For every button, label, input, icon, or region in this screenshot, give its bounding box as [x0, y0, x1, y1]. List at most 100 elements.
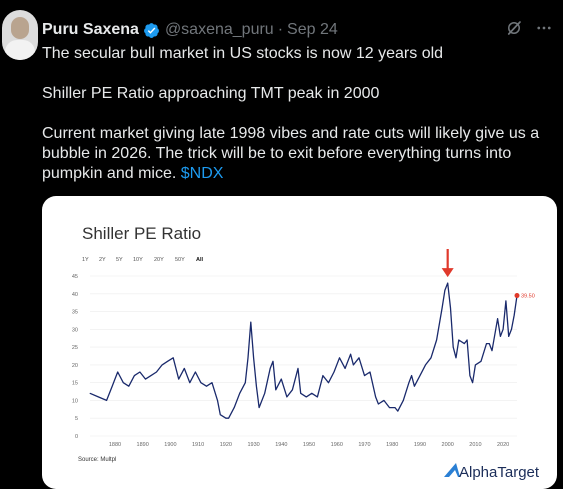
- x-tick-label: 2020: [497, 442, 509, 448]
- data-point: [394, 407, 396, 408]
- x-tick-label: 2010: [469, 442, 481, 448]
- data-point: [402, 400, 404, 401]
- data-point: [275, 389, 277, 391]
- data-point: [441, 307, 443, 309]
- data-point: [167, 360, 169, 362]
- range-button-10y[interactable]: 10Y: [133, 257, 143, 263]
- y-ticks: 0 5 10 15 20 25 30 35 40 45: [72, 274, 78, 440]
- data-point: [475, 364, 476, 366]
- data-point: [339, 357, 340, 359]
- y-tick-label: 30: [72, 327, 78, 333]
- data-point: [316, 396, 318, 398]
- data-point: [280, 378, 282, 380]
- data-point: [425, 364, 426, 366]
- tweet-line-3-text: Current market giving late 1998 vibes an…: [42, 125, 540, 182]
- y-tick-label: 5: [75, 416, 78, 422]
- chart-svg: Shiller PE Ratio 1Y 2Y 5Y 10Y 20Y 50Y All 0 5 10…: [72, 224, 540, 481]
- separator-dot: ·: [277, 21, 284, 38]
- data-point: [89, 392, 91, 394]
- data-point: [472, 382, 474, 384]
- data-point: [466, 339, 468, 341]
- tweet-text: The secular bull market in US stocks is …: [42, 44, 547, 184]
- data-point: [508, 336, 510, 337]
- range-button-2y[interactable]: 2Y: [99, 257, 106, 263]
- data-point: [358, 357, 360, 359]
- data-point: [491, 350, 493, 352]
- y-tick-label: 20: [72, 363, 78, 369]
- chart-title: Shiller PE Ratio: [82, 224, 201, 243]
- data-point: [455, 357, 457, 359]
- data-point: [272, 360, 274, 362]
- series-points: [89, 282, 518, 419]
- data-point: [353, 364, 354, 366]
- avatar-face: [11, 17, 29, 39]
- x-tick-label: 1910: [192, 442, 204, 448]
- data-point: [253, 357, 254, 359]
- x-tick-label: 1950: [303, 442, 315, 448]
- header-actions: [505, 19, 553, 37]
- range-button-20y[interactable]: 20Y: [154, 257, 164, 263]
- data-point: [206, 385, 207, 387]
- tweet-line-3: Current market giving late 1998 vibes an…: [42, 124, 547, 184]
- tweet-header: Puru Saxena @saxena_puru · Sep 24: [42, 19, 338, 41]
- y-tick-label: 40: [72, 292, 78, 298]
- data-point: [297, 368, 299, 369]
- avatar-shirt: [5, 40, 35, 60]
- verified-badge-icon: [143, 22, 160, 39]
- cashtag-link[interactable]: $NDX: [180, 165, 224, 182]
- range-button-all[interactable]: All: [196, 257, 204, 263]
- data-point: [250, 321, 252, 323]
- data-point: [161, 364, 163, 366]
- data-point: [217, 400, 218, 401]
- tweet-line-1: The secular bull market in US stocks is …: [42, 45, 444, 62]
- chart-image-card[interactable]: Shiller PE Ratio 1Y 2Y 5Y 10Y 20Y 50Y All 0 5 10…: [42, 196, 557, 489]
- tweet-date[interactable]: Sep 24: [287, 21, 338, 38]
- data-point: [145, 378, 146, 380]
- series-line: [89, 282, 518, 419]
- data-point: [189, 382, 191, 384]
- data-point: [183, 368, 185, 369]
- data-point: [200, 382, 202, 384]
- data-point: [513, 314, 515, 316]
- data-point: [239, 392, 241, 394]
- data-point: [228, 417, 230, 419]
- data-point: [233, 407, 235, 408]
- peak-arrow-icon: [441, 249, 454, 278]
- data-point: [364, 375, 365, 376]
- data-point: [247, 357, 249, 359]
- data-point: [419, 375, 421, 376]
- data-point: [172, 357, 174, 359]
- x-tick-label: 1970: [358, 442, 370, 448]
- data-point: [469, 375, 471, 376]
- end-value-label: 39.50: [521, 294, 535, 300]
- y-tick-label: 0: [75, 434, 78, 440]
- author-handle[interactable]: @saxena_puru: [164, 21, 274, 38]
- x-tick-label: 1930: [247, 442, 259, 448]
- grid: [90, 275, 517, 437]
- end-point-marker: [514, 293, 520, 299]
- brand-label: AlphaTarget: [459, 464, 540, 481]
- range-button-5y[interactable]: 5Y: [116, 257, 123, 263]
- x-tick-label: 1880: [109, 442, 121, 448]
- grok-icon[interactable]: [505, 19, 523, 37]
- data-point: [389, 407, 390, 408]
- alphatarget-logo-icon: [444, 463, 460, 477]
- data-point: [350, 353, 352, 355]
- data-point: [397, 410, 399, 412]
- avatar[interactable]: [2, 10, 38, 60]
- x-ticks: 1880 1890 1900 1910 1920 1930 1940 1950 1960 1970…: [109, 442, 509, 448]
- more-icon[interactable]: [535, 19, 553, 37]
- data-point: [286, 396, 288, 398]
- data-point: [488, 343, 490, 344]
- author-name[interactable]: Puru Saxena: [42, 21, 139, 38]
- data-point: [269, 368, 271, 369]
- data-point: [377, 403, 379, 405]
- data-point: [322, 375, 324, 376]
- data-point: [383, 400, 385, 401]
- data-point: [255, 385, 257, 387]
- range-button-50y[interactable]: 50Y: [175, 257, 185, 263]
- data-point: [411, 375, 413, 376]
- data-point: [133, 375, 135, 376]
- data-point: [139, 371, 141, 373]
- range-button-1y[interactable]: 1Y: [82, 257, 89, 263]
